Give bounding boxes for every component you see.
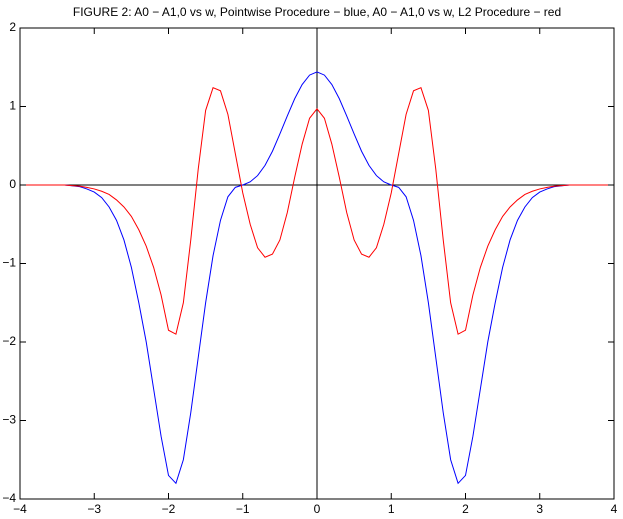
y-tick-label: 2: [9, 20, 16, 34]
x-tick-label: 1: [388, 502, 395, 516]
y-tick-label: −2: [2, 334, 16, 348]
chart-title: FIGURE 2: A0 − A1,0 vs w, Pointwise Proc…: [73, 5, 561, 19]
x-tick-label: −2: [162, 502, 176, 516]
x-tick-label: 0: [314, 502, 321, 516]
x-tick-label: 4: [611, 502, 618, 516]
y-tick-label: −4: [2, 491, 16, 505]
y-tick-label: 0: [9, 177, 16, 191]
y-tick-label: −1: [2, 256, 16, 270]
data-line: [20, 71, 614, 485]
data-line: [20, 86, 614, 335]
x-tick-label: −1: [236, 502, 250, 516]
y-tick-label: 1: [9, 99, 16, 113]
x-tick-label: 2: [462, 502, 469, 516]
x-tick-label: −3: [87, 502, 101, 516]
x-tick-label: −4: [13, 502, 27, 516]
x-tick-label: 3: [536, 502, 543, 516]
y-tick-label: −3: [2, 413, 16, 427]
